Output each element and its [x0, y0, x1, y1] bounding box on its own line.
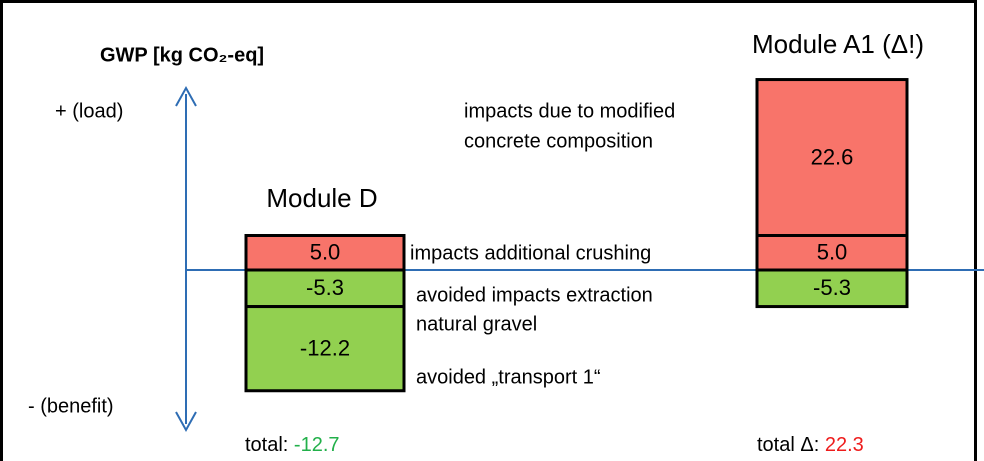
- segment: [244, 234, 406, 272]
- axis-label: GWP [kg CO₂-eq]: [100, 44, 264, 66]
- segment-label: -12.2: [300, 335, 350, 360]
- axis-arrows: [175, 85, 197, 433]
- annotation: impacts due to modified: [464, 100, 675, 122]
- total-value: -12.7: [294, 434, 340, 456]
- annotation: natural gravel: [416, 313, 537, 335]
- total-label: total:: [245, 434, 288, 456]
- segment-label: 5.0: [817, 240, 848, 265]
- total-value: 22.3: [825, 434, 864, 456]
- segment-label: 5.0: [310, 240, 341, 265]
- annotation: avoided impacts extraction: [416, 284, 653, 306]
- module-title: Module A1 (Δ!): [752, 29, 924, 59]
- annotation: impacts additional crushing: [410, 242, 651, 264]
- negative-label: - (benefit): [28, 395, 114, 417]
- segment-label: -5.3: [813, 275, 851, 300]
- segment-label: 22.6: [811, 144, 854, 169]
- module-title: Module D: [266, 183, 377, 213]
- segment: [755, 268, 909, 309]
- annotation: avoided „transport 1“: [416, 366, 601, 388]
- segment: [244, 305, 406, 393]
- positive-label: + (load): [55, 100, 123, 122]
- total: total Δ: 22.3: [757, 434, 864, 456]
- total: total: -12.7: [245, 434, 340, 456]
- segment-label: -5.3: [306, 275, 344, 300]
- segment: [755, 78, 909, 237]
- total-label: total Δ:: [757, 434, 819, 456]
- annotation: concrete composition: [464, 130, 653, 152]
